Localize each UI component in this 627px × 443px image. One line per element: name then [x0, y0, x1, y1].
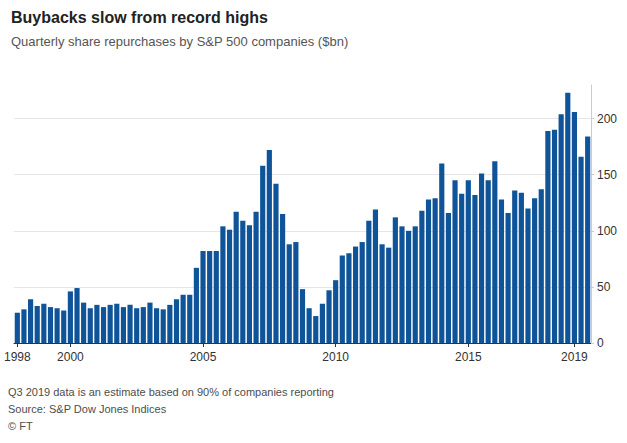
svg-text:200: 200 — [597, 112, 617, 126]
svg-text:0: 0 — [597, 336, 604, 350]
svg-text:50: 50 — [597, 280, 611, 294]
svg-text:100: 100 — [597, 224, 617, 238]
svg-text:Buybacks slow from record high: Buybacks slow from record highs — [11, 9, 268, 26]
svg-text:Q3 2019 data is an estimate ba: Q3 2019 data is an estimate based on 90%… — [8, 386, 334, 398]
svg-text:2000: 2000 — [57, 350, 84, 364]
svg-text:© FT: © FT — [8, 420, 33, 432]
svg-text:1998: 1998 — [4, 350, 31, 364]
svg-text:2019: 2019 — [561, 350, 588, 364]
svg-text:Quarterly share repurchases by: Quarterly share repurchases by S&P 500 c… — [11, 34, 348, 49]
svg-text:150: 150 — [597, 168, 617, 182]
svg-text:Source: S&P Dow Jones Indices: Source: S&P Dow Jones Indices — [8, 403, 167, 415]
svg-text:2010: 2010 — [322, 350, 349, 364]
svg-text:2005: 2005 — [190, 350, 217, 364]
svg-text:2015: 2015 — [455, 350, 482, 364]
